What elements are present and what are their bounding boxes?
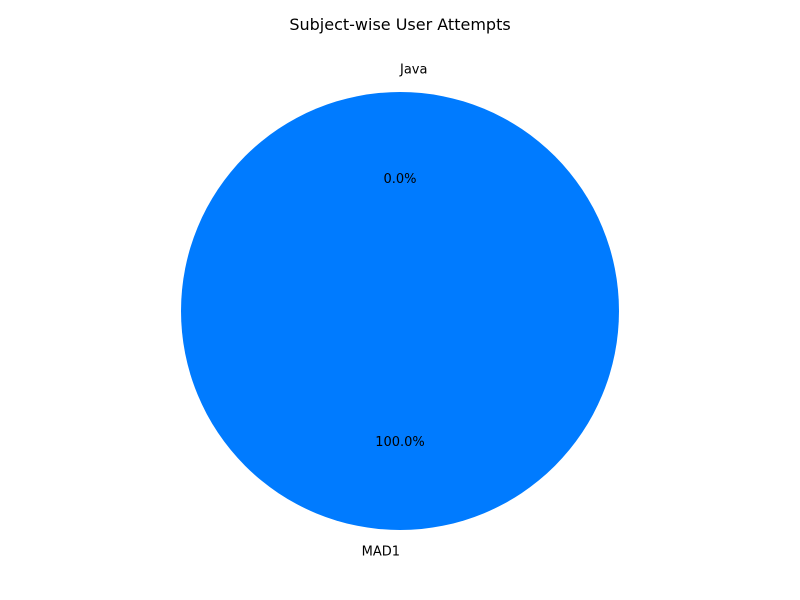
slice-percent-java: 0.0%: [383, 172, 416, 187]
pie-slices: [181, 92, 619, 530]
chart-title: Subject-wise User Attempts: [289, 15, 510, 34]
slice-label-java: Java: [399, 63, 427, 78]
slice-label-mad1: MAD1: [362, 544, 400, 559]
pie-labels: Java 0.0% MAD1 100.0%: [362, 63, 428, 560]
pie-slice-mad1: [181, 92, 619, 530]
slice-percent-mad1: 100.0%: [375, 435, 425, 450]
